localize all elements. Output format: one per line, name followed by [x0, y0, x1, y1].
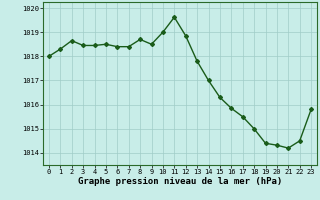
X-axis label: Graphe pression niveau de la mer (hPa): Graphe pression niveau de la mer (hPa): [78, 177, 282, 186]
